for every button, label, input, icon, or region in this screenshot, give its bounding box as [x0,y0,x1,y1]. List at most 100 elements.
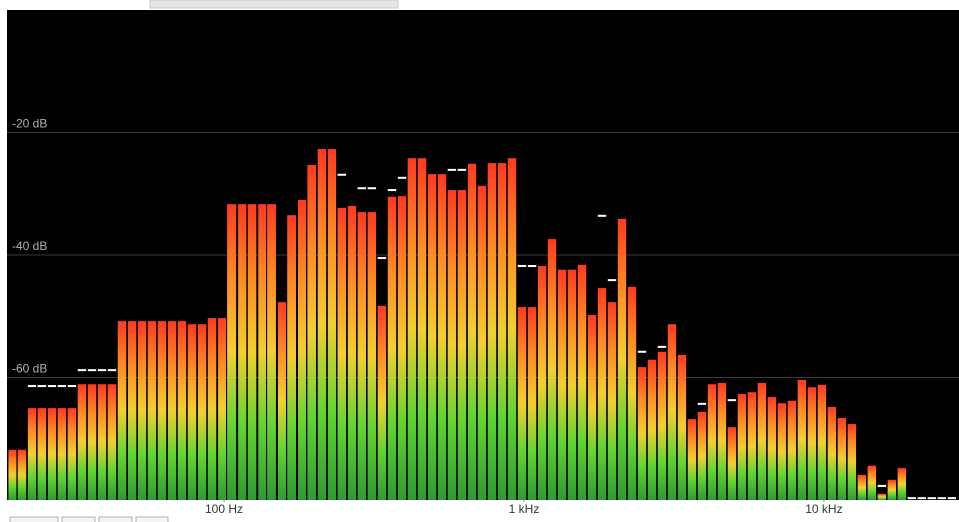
peak-marker [877,484,887,487]
bar [467,163,477,501]
bar [837,417,847,500]
bar [417,158,427,500]
bar [337,207,347,500]
bar [827,406,837,500]
bar [377,305,387,500]
peak-marker [337,173,347,176]
peak-marker [727,399,737,402]
bar [117,321,127,500]
bar [238,204,247,500]
bar [847,424,857,500]
bar [77,384,87,500]
bar [207,318,217,500]
peak-marker [607,279,617,282]
control-button[interactable] [135,516,169,522]
bar [218,318,227,500]
bar [87,384,97,500]
y-tick-label: -60 dB [12,362,47,376]
bar [298,199,307,500]
x-tick-label: 100 Hz [205,502,243,516]
bar [587,315,597,500]
bar [8,449,17,500]
peak-marker [517,265,527,268]
bar [347,206,357,500]
x-tick-label: 10 kHz [805,502,842,516]
peak-marker [67,385,77,388]
peak-marker [377,257,387,260]
peak-marker [57,385,67,388]
bar [857,474,867,500]
bar [407,158,417,500]
bar [887,479,897,500]
peak-marker [97,369,107,372]
bar [487,163,497,500]
bar [367,212,377,500]
peak-marker [927,497,937,500]
peak-marker [397,176,407,179]
bar [607,302,617,500]
bar [277,302,286,500]
bar [757,383,767,500]
peak-marker [917,497,927,500]
peak-marker [367,187,377,190]
bar [817,384,827,500]
bar [177,321,187,500]
bar [577,264,587,500]
bar [258,204,267,500]
bar [877,493,887,500]
bar [397,196,407,500]
bar [247,204,257,500]
bar [797,379,807,500]
control-button[interactable] [61,516,96,522]
bar [267,204,276,500]
bar [57,408,67,500]
bar [317,149,327,500]
bar [657,351,667,500]
bar [517,307,527,500]
peak-marker [447,168,457,171]
bar [387,196,397,500]
peak-marker [937,497,947,500]
bar [687,419,697,500]
peak-marker [87,369,97,372]
bar [128,321,137,500]
peak-marker [907,497,917,500]
bar [497,163,507,500]
bar [747,392,757,500]
bar [897,468,907,500]
bar [727,427,737,500]
bar [447,190,457,500]
bar [557,269,567,500]
bar [477,185,487,500]
toolbar-tab[interactable] [149,0,399,9]
bar [107,384,117,500]
peak-marker [107,369,117,372]
bar [157,321,167,500]
control-button[interactable] [98,516,133,522]
bar [787,400,797,500]
bar [617,218,627,501]
bar [97,384,107,500]
control-button[interactable] [9,516,59,522]
peak-marker [597,214,607,217]
peak-marker [77,369,87,372]
peak-marker [387,189,397,192]
bar [427,174,437,500]
bar [67,408,77,500]
bar [147,321,157,500]
bar [327,149,337,500]
bar [567,269,577,500]
bar [357,212,367,500]
bar [197,324,207,500]
bar [807,387,817,500]
bar [537,266,547,500]
bar [507,158,517,500]
peak-marker [37,385,47,388]
y-tick-label: -40 dB [12,239,47,253]
y-tick-label: -20 dB [12,117,47,131]
bar [637,367,647,500]
bar [187,324,197,500]
bar [667,324,677,500]
bar [547,239,557,500]
